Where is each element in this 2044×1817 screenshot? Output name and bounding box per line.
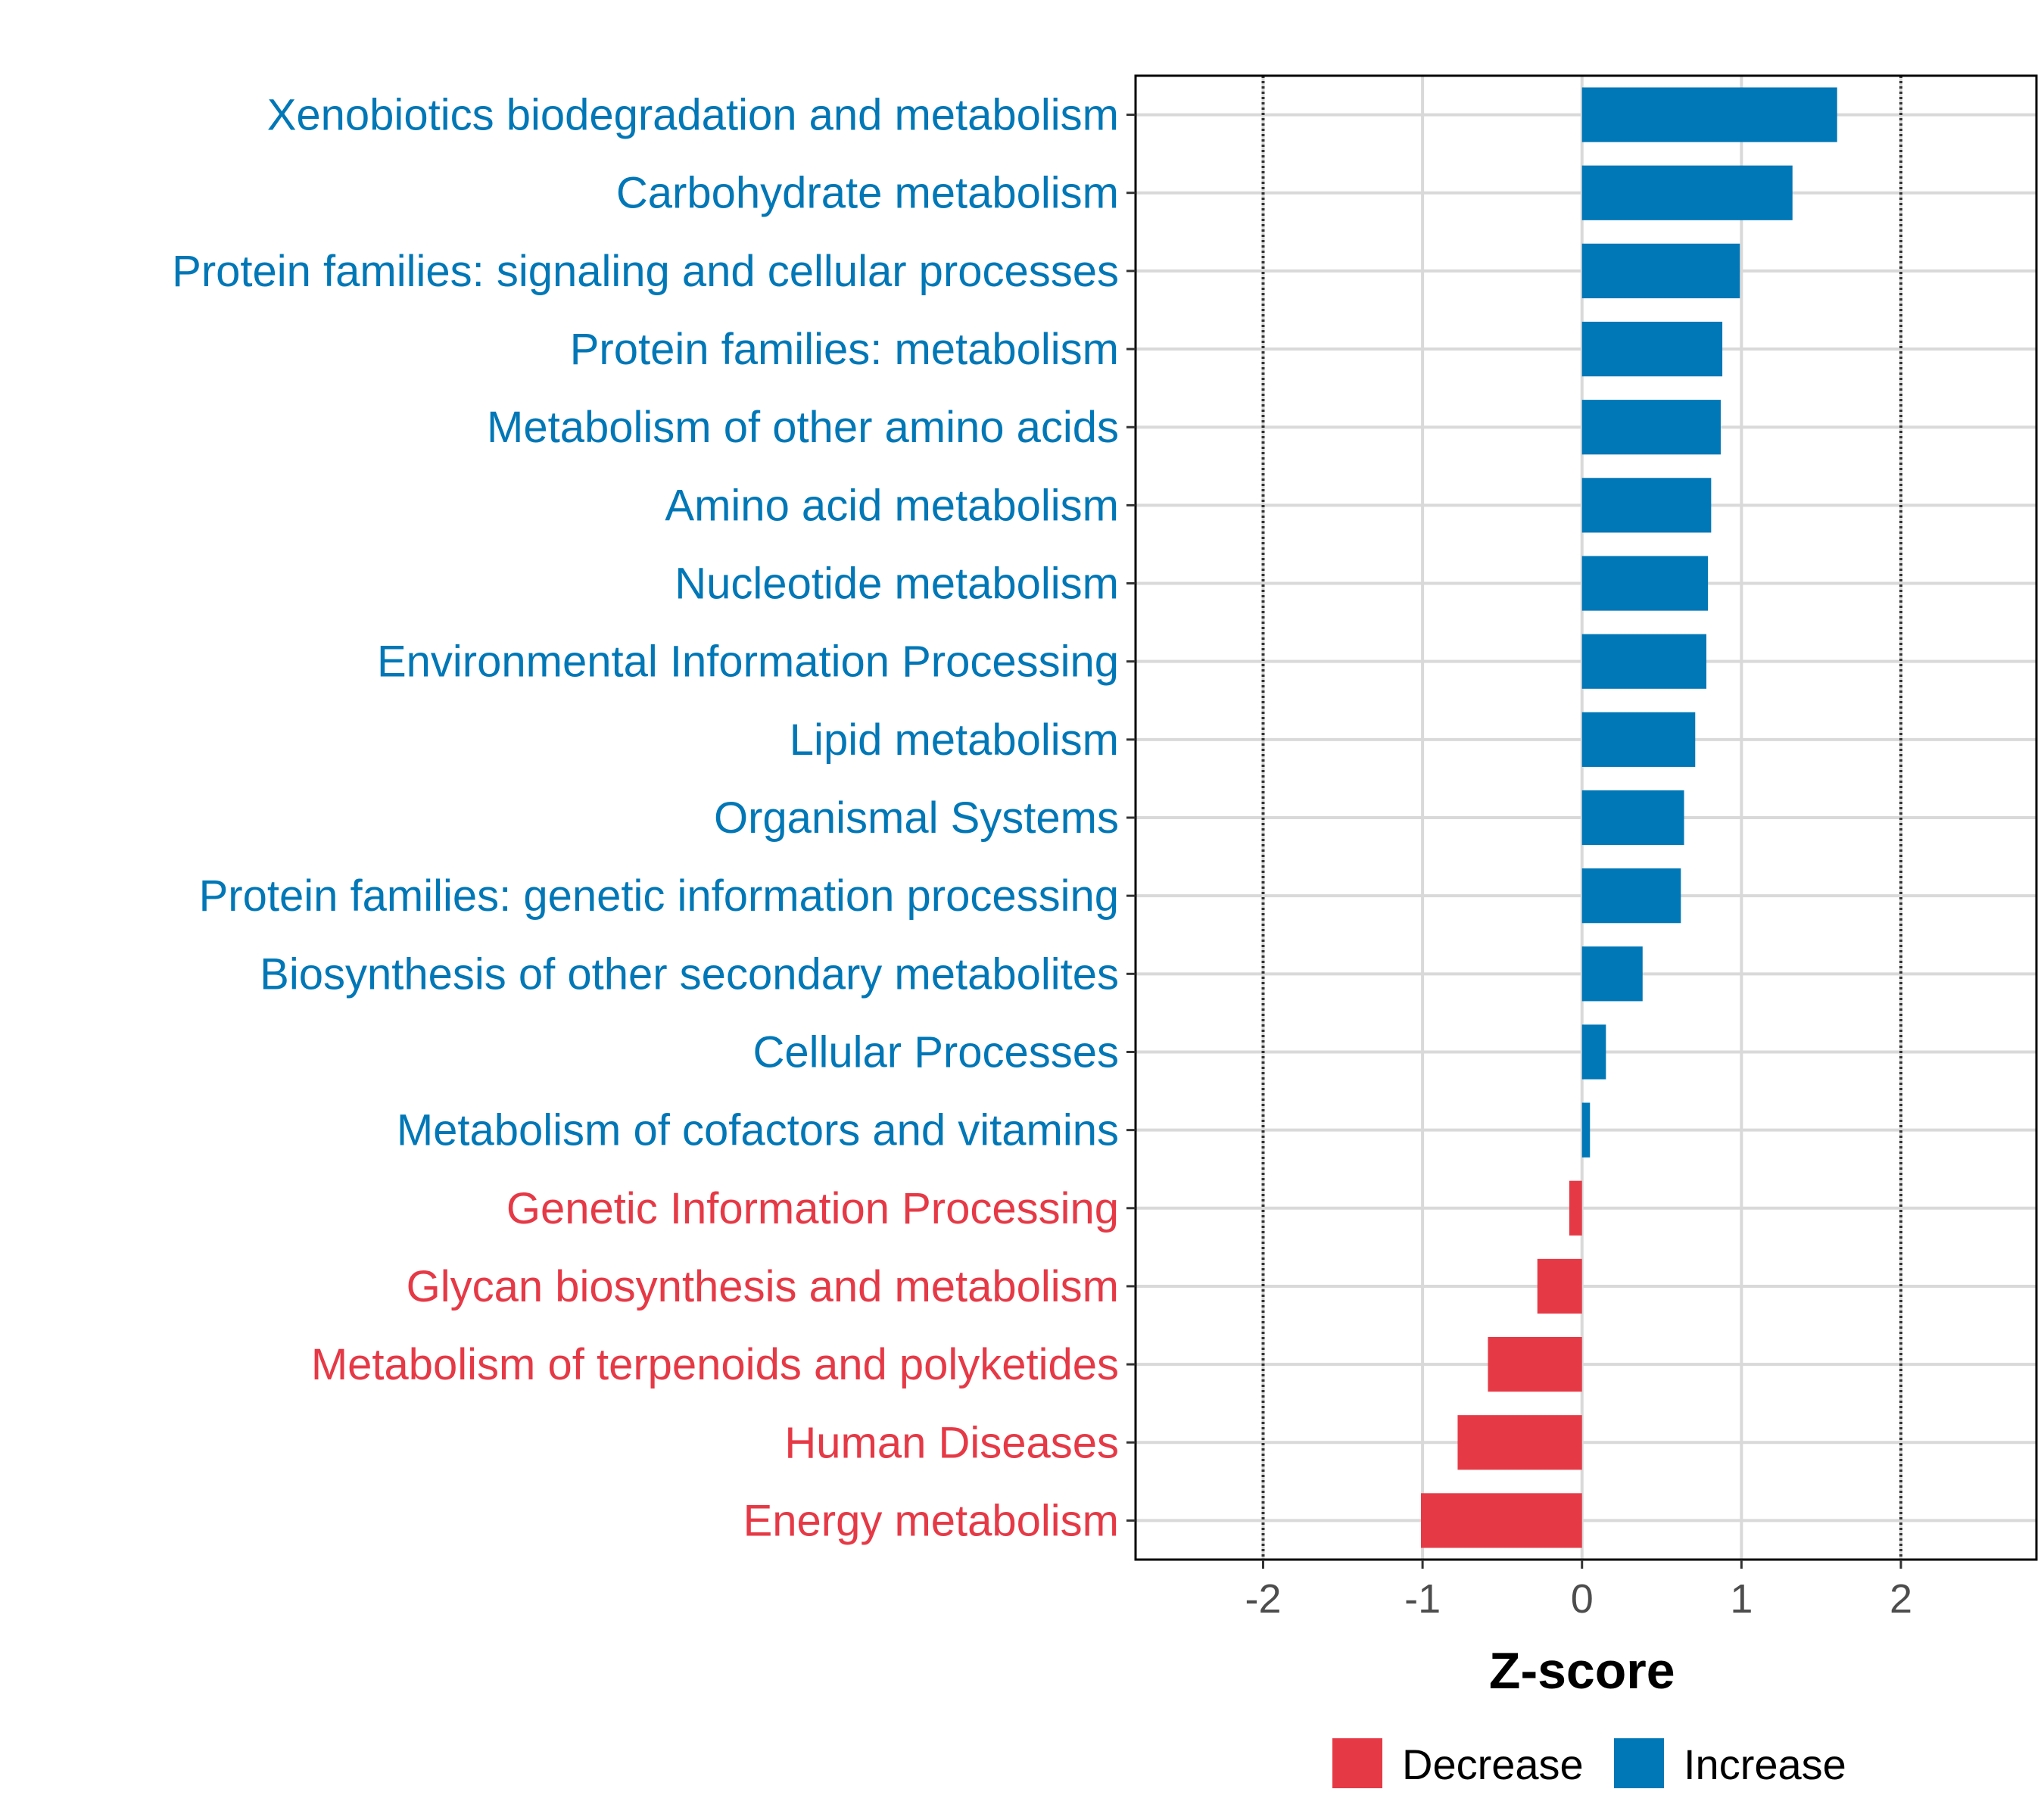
bar <box>1581 712 1696 767</box>
bars-layer <box>1421 87 1837 1548</box>
bar <box>1581 1102 1591 1158</box>
reference-lines <box>1261 76 1902 1560</box>
bar <box>1581 634 1707 689</box>
category-label: Amino acid metabolism <box>665 481 1119 530</box>
bar <box>1488 1337 1582 1392</box>
legend-swatch-decrease <box>1332 1738 1382 1788</box>
bar <box>1457 1415 1582 1470</box>
x-axis: -2 -1 0 1 2 <box>1245 1560 1912 1622</box>
bar <box>1581 321 1723 377</box>
bar <box>1581 165 1793 220</box>
category-label: Lipid metabolism <box>790 715 1119 765</box>
legend-label-decrease: Decrease <box>1402 1741 1584 1788</box>
x-tick-label: -1 <box>1404 1576 1441 1622</box>
category-label: Energy metabolism <box>743 1496 1119 1545</box>
bar <box>1581 868 1681 924</box>
category-label: Glycan biosynthesis and metabolism <box>407 1262 1119 1311</box>
bar <box>1581 478 1712 533</box>
x-axis-title: Z-score <box>1489 1642 1675 1700</box>
bar <box>1569 1180 1582 1236</box>
bar <box>1581 946 1643 1002</box>
bar <box>1581 1024 1606 1080</box>
legend-label-increase: Increase <box>1684 1741 1846 1788</box>
category-label: Metabolism of other amino acids <box>487 403 1119 452</box>
y-axis: Xenobiotics biodegradation and metabolis… <box>172 91 1136 1545</box>
bar <box>1581 556 1709 611</box>
bar <box>1581 400 1721 455</box>
category-label: Nucleotide metabolism <box>675 559 1119 609</box>
bar <box>1537 1258 1582 1314</box>
legend: Decrease Increase <box>1332 1738 1846 1788</box>
category-label: Xenobiotics biodegradation and metabolis… <box>267 91 1119 140</box>
x-tick-label: 1 <box>1730 1576 1753 1622</box>
x-tick-label: 2 <box>1890 1576 1912 1622</box>
bar <box>1581 790 1684 846</box>
category-label: Genetic Information Processing <box>506 1184 1119 1233</box>
category-label: Metabolism of terpenoids and polyketides <box>311 1340 1119 1389</box>
x-tick-label: 0 <box>1571 1576 1594 1622</box>
bar <box>1581 243 1740 298</box>
legend-swatch-increase <box>1614 1738 1664 1788</box>
category-label: Biosynthesis of other secondary metaboli… <box>260 949 1119 999</box>
x-tick-label: -2 <box>1245 1576 1281 1622</box>
category-label: Organismal Systems <box>714 793 1119 843</box>
category-label: Protein families: genetic information pr… <box>199 871 1119 921</box>
category-label: Protein families: signaling and cellular… <box>172 247 1119 296</box>
category-label: Environmental Information Processing <box>377 637 1119 687</box>
category-label: Human Diseases <box>784 1418 1119 1467</box>
category-label: Protein families: metabolism <box>570 325 1119 374</box>
bar <box>1581 87 1837 142</box>
category-label: Metabolism of cofactors and vitamins <box>397 1106 1119 1155</box>
bar <box>1421 1493 1582 1548</box>
category-label: Cellular Processes <box>752 1027 1119 1077</box>
category-label: Carbohydrate metabolism <box>616 169 1119 218</box>
